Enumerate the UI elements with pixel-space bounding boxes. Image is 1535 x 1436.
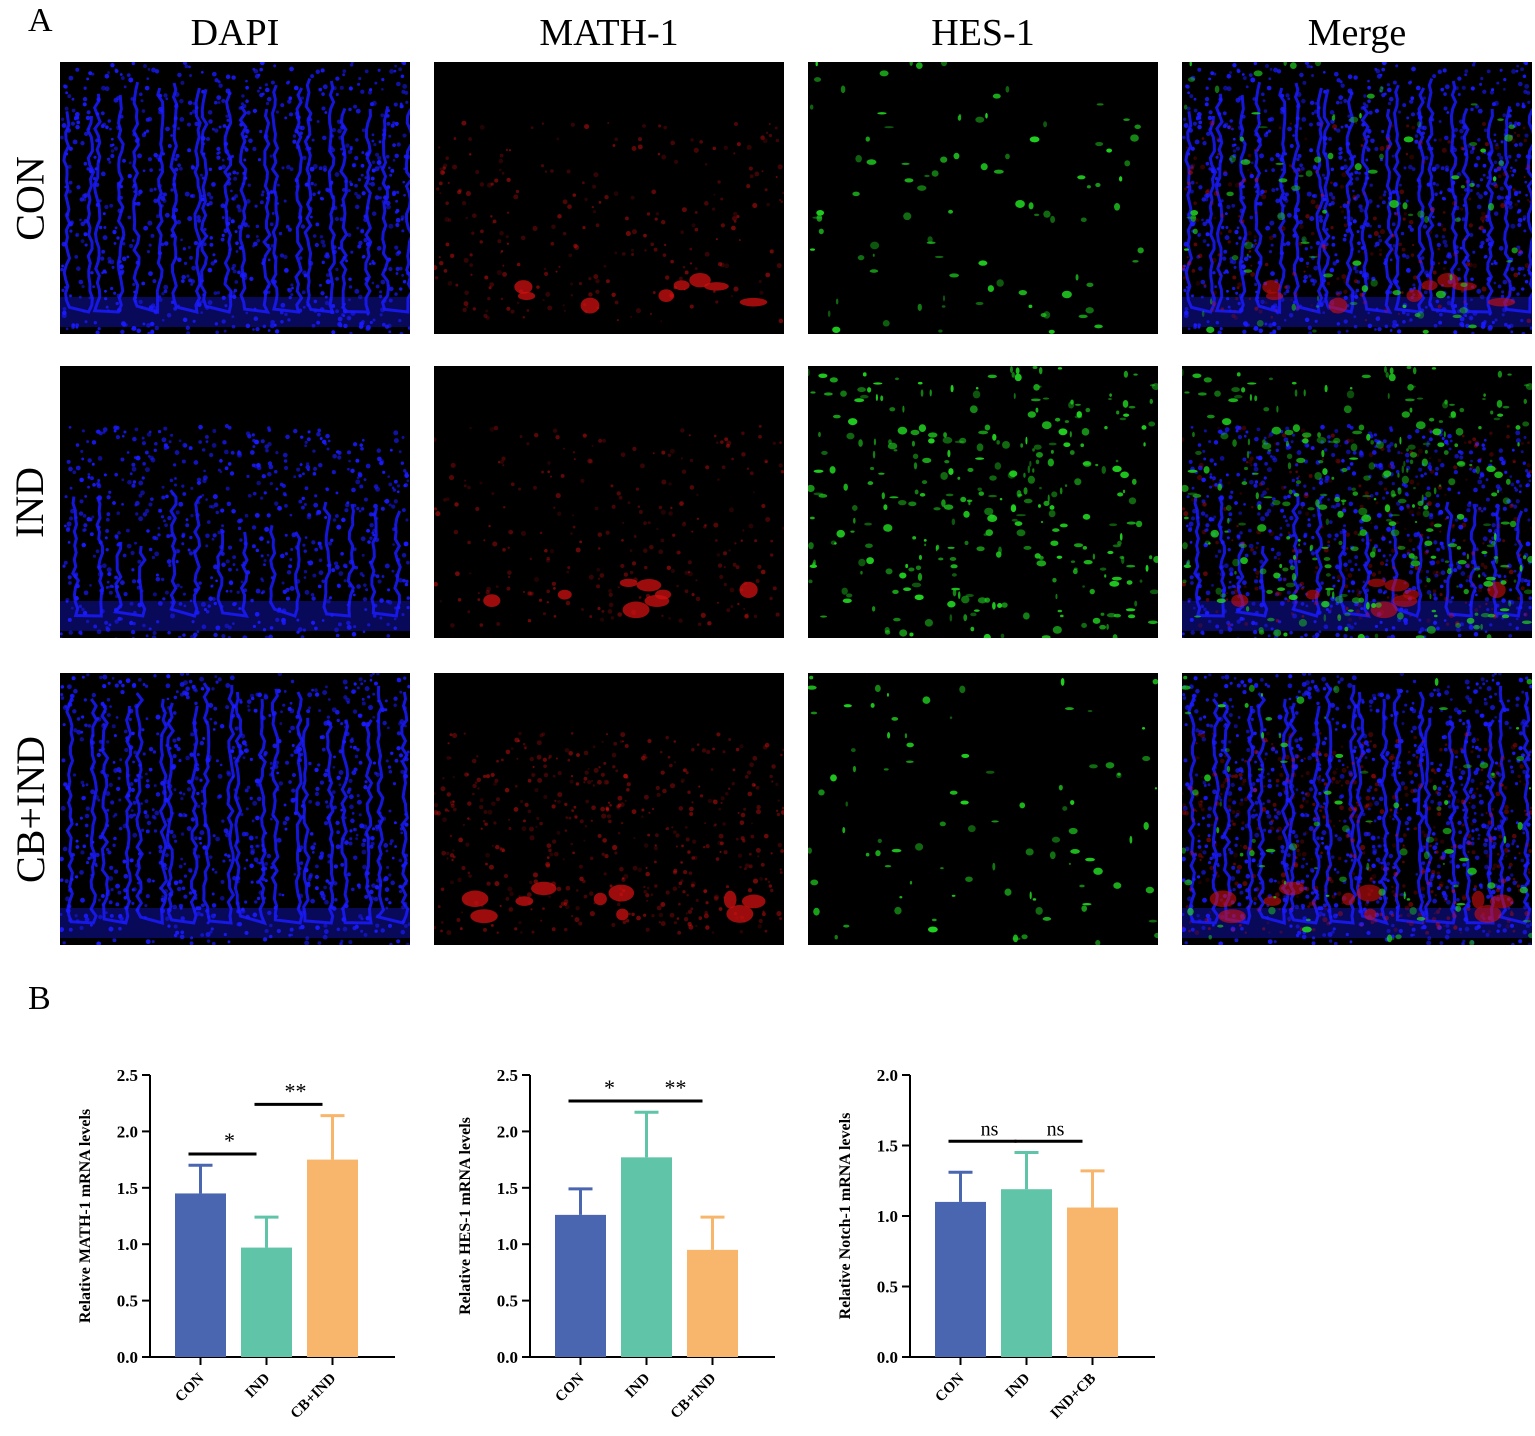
x-tick-label: CON (932, 1370, 967, 1405)
row-label-cb-ind: CB+IND (7, 735, 53, 883)
y-tick-label: 0.5 (497, 1292, 518, 1311)
y-axis-label: Relative HES-1 mRNA levels (457, 1117, 474, 1315)
micrograph-merge-row-1 (1182, 62, 1532, 334)
x-tick-label: CB+IND (288, 1370, 340, 1422)
y-tick-label: 0.0 (117, 1348, 138, 1367)
y-axis-label: Relative MATH-1 mRNA levels (77, 1109, 94, 1323)
y-tick-label: 0.5 (117, 1292, 138, 1311)
micrograph-hes1-row-1 (808, 62, 1158, 334)
y-tick-label: 1.0 (117, 1235, 138, 1254)
y-tick-label: 0.0 (877, 1348, 898, 1367)
y-tick-label: 1.0 (497, 1235, 518, 1254)
significance-label: * (224, 1128, 235, 1153)
chart-notch1-mrna: Relative Notch-1 mRNA levels 0.0 0.5 1.0 1.5… (820, 1060, 1180, 1436)
micrograph-math1-row-2 (434, 366, 784, 638)
micrograph-hes1-row-2 (808, 366, 1158, 638)
panel-label-a: A (28, 2, 53, 39)
x-tick-label: CB+IND (668, 1370, 720, 1422)
column-label-math1: MATH-1 (539, 12, 679, 54)
y-tick-label: 2.5 (117, 1066, 138, 1085)
micrograph-dapi-row-1 (60, 62, 410, 334)
x-tick-label: IND+CB (1048, 1371, 1100, 1423)
x-tick-label: CON (172, 1370, 207, 1405)
bar-cb-ind (307, 1159, 358, 1357)
significance-label: ** (285, 1078, 307, 1103)
micrograph-math1-row-3 (434, 673, 784, 945)
significance-label: ns (1047, 1118, 1065, 1140)
bar-ind (1001, 1189, 1052, 1357)
y-tick-label: 1.5 (877, 1137, 898, 1156)
x-tick-label: CON (552, 1370, 587, 1405)
y-tick-label: 2.0 (497, 1122, 518, 1141)
y-axis-label: Relative Notch-1 mRNA levels (837, 1113, 854, 1320)
column-label-merge: Merge (1307, 12, 1407, 54)
micrograph-dapi-row-3 (60, 673, 410, 945)
x-tick-label: IND (623, 1370, 654, 1401)
y-tick-label: 1.0 (877, 1207, 898, 1226)
y-tick-label: 0.5 (877, 1278, 898, 1297)
y-tick-label: 1.5 (497, 1179, 518, 1198)
micrograph-merge-row-2 (1182, 366, 1532, 638)
panel-label-b: B (28, 980, 51, 1017)
x-tick-label: IND (243, 1370, 274, 1401)
bar-ind (241, 1247, 292, 1357)
y-tick-label: 2.0 (877, 1066, 898, 1085)
micrograph-math1-row-1 (434, 62, 784, 334)
y-tick-label: 0.0 (497, 1348, 518, 1367)
chart-hes1-mrna: Relative HES-1 mRNA levels 0.0 0.5 1.0 1.5 2.… (440, 1060, 800, 1436)
y-tick-label: 1.5 (117, 1179, 138, 1198)
x-tick-label: IND (1003, 1370, 1034, 1401)
micrograph-dapi-row-2 (60, 366, 410, 638)
micrograph-merge-row-3 (1182, 673, 1532, 945)
row-label-con: CON (7, 155, 53, 241)
bar-ind (621, 1157, 672, 1357)
micrograph-hes1-row-3 (808, 673, 1158, 945)
bar-con (555, 1214, 606, 1357)
chart-math1-mrna: Relative MATH-1 mRNA levels 0.0 0.5 1.0 1.5 2… (60, 1060, 420, 1436)
row-label-ind: IND (7, 466, 53, 538)
y-tick-label: 2.0 (117, 1122, 138, 1141)
y-tick-label: 2.5 (497, 1066, 518, 1085)
bar-ind-cb (1067, 1207, 1118, 1357)
significance-label: ns (981, 1118, 999, 1140)
bar-con (935, 1201, 986, 1357)
bar-con (175, 1193, 226, 1357)
bar-cb-ind (687, 1249, 738, 1357)
column-label-dapi: DAPI (190, 12, 280, 54)
significance-label: ** (665, 1075, 687, 1100)
significance-label: * (604, 1075, 615, 1100)
column-label-hes1: HES-1 (931, 12, 1035, 54)
